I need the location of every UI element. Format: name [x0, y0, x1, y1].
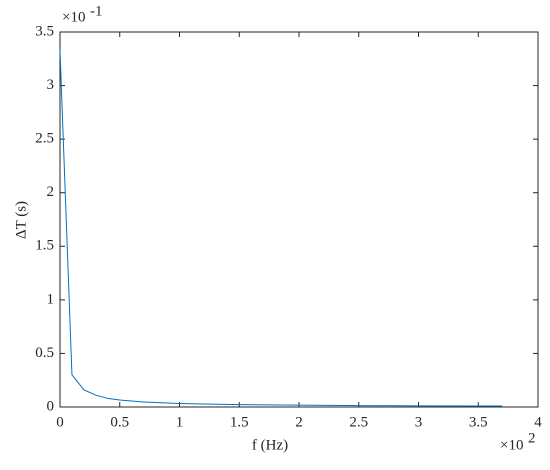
x-exponent-power: 2 — [528, 430, 536, 446]
x-tick-label: 1.5 — [230, 414, 249, 430]
x-tick-label: 1 — [176, 414, 184, 430]
x-axis-label: f (Hz) — [252, 437, 288, 453]
y-tick-label: 2.5 — [35, 131, 54, 147]
y-tick-label: 0 — [47, 398, 55, 414]
x-tick-label: 0 — [56, 414, 64, 430]
y-tick-label: 1.5 — [35, 238, 54, 254]
y-tick-label: 3 — [47, 77, 55, 93]
x-tick-label: 2 — [295, 414, 303, 430]
x-tick-label: 0.5 — [110, 414, 129, 430]
y-axis-label: ΔT (s) — [13, 201, 29, 239]
y-tick-label: 1 — [47, 291, 55, 307]
y-tick-label: 2 — [47, 184, 55, 200]
x-tick-label: 4 — [534, 414, 542, 430]
y-tick-label: 3.5 — [35, 23, 54, 39]
y-tick-label: 0.5 — [35, 345, 54, 361]
x-tick-label: 3 — [415, 414, 423, 430]
axes-box — [59, 31, 539, 408]
x-tick-label: 3.5 — [469, 414, 488, 430]
x-tick-label: 2.5 — [349, 414, 368, 430]
y-exponent-power: -1 — [90, 3, 103, 19]
data-line — [59, 50, 503, 407]
x-exponent-base: ×10 — [500, 437, 523, 453]
y-exponent-base: ×10 — [62, 9, 85, 25]
